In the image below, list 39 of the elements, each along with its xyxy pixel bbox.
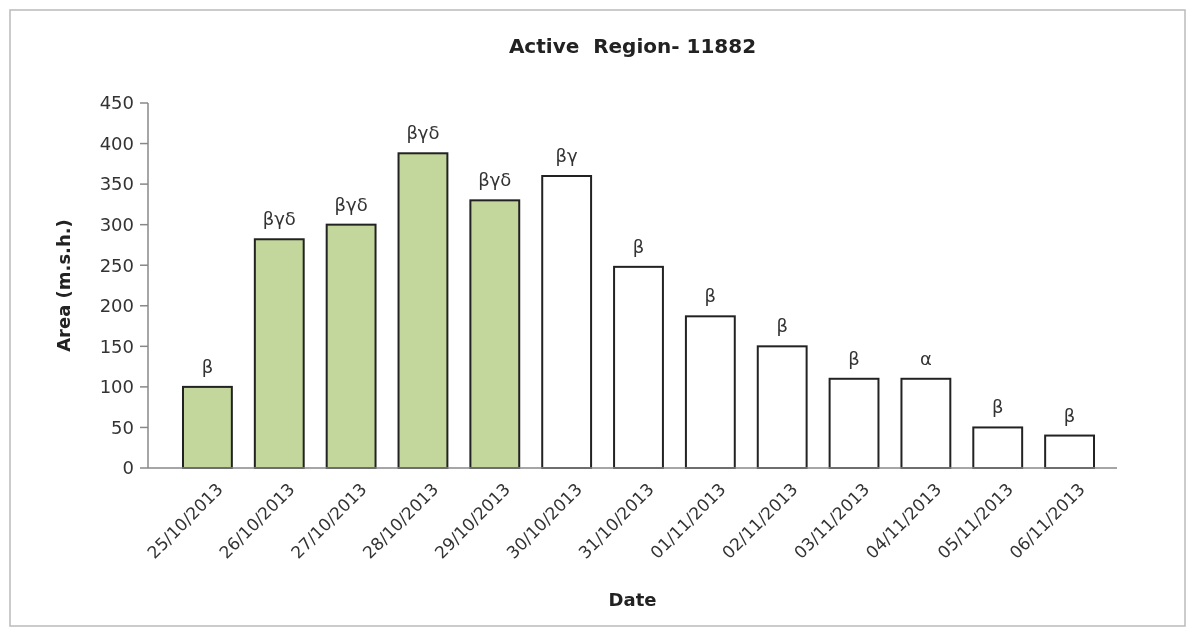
chart-title: Active Region- 11882: [508, 34, 757, 58]
y-tick-label: 450: [99, 92, 134, 114]
data-label: βγδ: [478, 169, 512, 191]
data-label: β: [848, 347, 860, 369]
bar: [397, 152, 449, 469]
y-tick-label: 400: [99, 132, 134, 154]
bar: [828, 377, 880, 469]
data-label: β: [776, 315, 788, 337]
data-label: βγδ: [262, 208, 296, 230]
data-label: β: [201, 355, 214, 377]
data-label: α: [919, 347, 932, 369]
bar: [900, 377, 952, 469]
bar: [684, 315, 736, 469]
y-tick-label: 250: [99, 254, 134, 276]
bar: [253, 238, 305, 469]
data-label: βγ: [555, 145, 579, 166]
data-label: β: [632, 235, 645, 257]
bar: [541, 175, 593, 469]
bar: [325, 223, 377, 469]
bar: [1044, 434, 1096, 469]
data-label: β: [704, 285, 717, 307]
y-tick-label: 50: [111, 416, 134, 438]
x-axis-title: Date: [608, 589, 657, 610]
bar: [469, 199, 521, 469]
y-tick-label: 0: [122, 457, 134, 479]
y-tick-label: 150: [99, 335, 134, 357]
data-label: β: [991, 396, 1004, 418]
data-label: βγδ: [334, 193, 368, 215]
data-label: β: [1063, 404, 1076, 426]
y-tick-label: 100: [99, 376, 134, 398]
y-tick-label: 350: [99, 173, 134, 195]
data-label: βγδ: [406, 122, 440, 144]
y-tick-label: 200: [99, 295, 134, 317]
y-axis-title: Area (m.s.h.): [53, 219, 74, 352]
bar: [972, 426, 1024, 469]
bar: [181, 385, 233, 469]
bar: [613, 265, 664, 469]
y-tick-label: 300: [99, 213, 134, 235]
bar: [756, 345, 808, 469]
